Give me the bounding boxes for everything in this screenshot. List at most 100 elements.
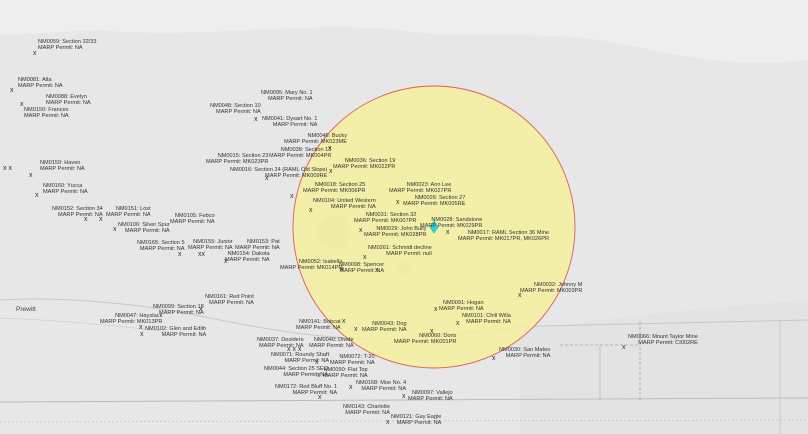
site-label[interactable]: NM0023: Ann Lee MARP Permit: MK027PR bbox=[389, 182, 452, 195]
site-label[interactable]: NM0161: Red Point MARP Permit: NA bbox=[205, 294, 254, 307]
site-label[interactable]: NM0099: Section 18 MARP Permit: NA bbox=[153, 304, 204, 317]
site-label[interactable]: NM0155: Junior MARP Permit: NA bbox=[188, 239, 233, 252]
site-marker-icon[interactable]: x bbox=[396, 199, 400, 206]
site-marker-icon[interactable]: x bbox=[290, 193, 294, 200]
site-label[interactable]: NM0104: United Western MARP Permit: NA bbox=[313, 198, 376, 211]
site-marker-icon[interactable]: x bbox=[178, 251, 182, 258]
site-marker-icon[interactable]: x bbox=[328, 145, 332, 152]
site-label[interactable]: NM0095: Mary No. 1 MARP Permit: NA bbox=[261, 90, 313, 103]
site-marker-icon[interactable]: x bbox=[317, 372, 321, 379]
site-label[interactable]: NM0091: Hogan MARP Permit: NA bbox=[439, 300, 484, 313]
site-label[interactable]: NM0047: Haystack MARP Permit: MK013PR bbox=[100, 313, 163, 326]
site-label[interactable]: NM0032: Johnny M MARP Permit: MK003PR bbox=[520, 282, 583, 295]
site-marker-icon[interactable]: x bbox=[265, 175, 269, 182]
site-marker-icon[interactable]: x bbox=[99, 216, 103, 223]
site-marker-icon[interactable]: x bbox=[359, 227, 363, 234]
site-marker-icon[interactable]: x bbox=[329, 168, 333, 175]
site-marker-icon[interactable]: x bbox=[518, 292, 522, 299]
site-marker-icon[interactable]: x bbox=[349, 384, 353, 391]
site-marker-icon[interactable]: x bbox=[113, 226, 117, 233]
site-marker-icon[interactable]: x bbox=[35, 192, 39, 199]
site-marker-icon[interactable]: x bbox=[199, 306, 203, 313]
site-label[interactable]: NM0044: Section 25 SEQ MARP Permit: NA bbox=[264, 366, 329, 379]
site-marker-icon[interactable]: x bbox=[33, 50, 37, 57]
site-marker-icon[interactable]: x bbox=[456, 320, 460, 327]
site-label[interactable]: NM0154: Dakota MARP Permit: NA bbox=[225, 251, 270, 264]
site-label[interactable]: NM0026: Section 27 MARP Permit: MK005RE bbox=[403, 195, 466, 208]
site-label[interactable]: NM0029: John Bully MARP Permit: MK028PR bbox=[364, 226, 427, 239]
site-marker-icon[interactable]: x bbox=[84, 216, 88, 223]
site-marker-icon[interactable]: x bbox=[10, 87, 14, 94]
site-label[interactable]: NM0088: Evelyn MARP Permit: NA bbox=[46, 94, 91, 107]
site-label[interactable]: NM0016: Section 24 (RAML Old Slope) MARP … bbox=[230, 167, 328, 180]
site-marker-icon[interactable]: x bbox=[224, 258, 228, 265]
site-label[interactable]: NM0097: Vallejo MARP Permit: NA bbox=[408, 390, 453, 403]
site-label[interactable]: NM0121: Gay Eagle MARP Permit: NA bbox=[391, 414, 442, 427]
site-label[interactable]: NM0153: Pat MARP Permit: NA bbox=[235, 239, 280, 252]
site-marker-icon[interactable]: x bbox=[375, 267, 379, 274]
site-label[interactable]: NM0168: Moe No. 4 MARP Permit: NA bbox=[356, 380, 407, 393]
site-label[interactable]: NM0046: Bucky MARP Permit: MK023ME bbox=[284, 133, 347, 146]
center-marker-icon bbox=[429, 220, 439, 234]
site-label[interactable]: NM0017: RAML Section 36 Mine MARP Permit:… bbox=[458, 230, 549, 243]
site-label[interactable]: NM0141: Bobcat MARP Permit: NA bbox=[296, 319, 341, 332]
site-label[interactable]: NM0101: Chill Willa MARP Permit: NA bbox=[462, 313, 511, 326]
site-label[interactable]: NM0037: Desidero MARP Permit: NA bbox=[257, 337, 304, 350]
site-marker-icon[interactable]: x bbox=[315, 359, 319, 366]
site-label[interactable]: NM0059: Section 32/33 MARP Permit: NA bbox=[38, 39, 97, 52]
site-marker-icon[interactable]: x bbox=[402, 393, 406, 400]
site-label[interactable]: NM0159: Haven MARP Permit: NA bbox=[40, 160, 85, 173]
site-label[interactable]: NM0102: Glen and Edith MARP Permit: NA bbox=[145, 326, 207, 339]
site-marker-icon[interactable]: x bbox=[340, 266, 344, 273]
site-label[interactable]: NM0038: Section 13 MARP Permit: MK004PR bbox=[269, 147, 332, 160]
site-marker-icon[interactable]: x bbox=[140, 331, 144, 338]
site-marker-icon[interactable]: x bbox=[139, 324, 143, 331]
site-marker-icon[interactable]: x bbox=[363, 254, 367, 261]
site-label[interactable]: NM0090: Flat Top MARP Permit: NA bbox=[323, 367, 368, 380]
site-marker-icon[interactable]: x bbox=[622, 344, 626, 351]
site-label[interactable]: NM0052: Isabella MARP Permit: MK014PR bbox=[280, 259, 343, 272]
site-marker-icon[interactable]: x x bbox=[3, 165, 12, 172]
site-marker-icon[interactable]: xx bbox=[198, 251, 205, 258]
site-label[interactable]: NM0105: Febco MARP Permit: NA bbox=[170, 213, 215, 226]
site-marker-icon[interactable]: x bbox=[434, 306, 438, 313]
site-marker-icon[interactable]: x bbox=[492, 355, 496, 362]
site-label[interactable]: NM0048: Section 10 MARP Permit: NA bbox=[210, 103, 261, 116]
site-label[interactable]: NM0030: San Mateo MARP Permit: NA bbox=[499, 347, 551, 360]
site-label[interactable]: NM0172: Red Bluff No. 1 MARP Permit: NA bbox=[275, 384, 338, 397]
site-label[interactable]: NM0071: Roundy Shaft MARP Permit: NA bbox=[271, 352, 330, 365]
site-label[interactable]: NM0072: T-20 MARP Permit: NA bbox=[330, 354, 375, 367]
site-marker-icon[interactable]: x bbox=[354, 326, 358, 333]
site-marker-icon[interactable]: x bbox=[318, 394, 322, 401]
site-label[interactable]: NM0160: Yucca MARP Permit: NA bbox=[43, 183, 88, 196]
site-label[interactable]: NM0015: Section 23 MARP Permit: MK023PR bbox=[206, 153, 269, 166]
site-marker-icon[interactable]: x bbox=[446, 229, 450, 236]
site-label[interactable]: NM0040: Divide MARP Permit: NA bbox=[309, 337, 354, 350]
site-label[interactable]: NM0036: Section 19 MARP Permit: MK022PR bbox=[333, 158, 396, 171]
site-label[interactable]: NM0018: Section 25 MARP Permit: MK006PR bbox=[303, 182, 366, 195]
site-marker-icon[interactable]: x x x bbox=[287, 346, 302, 353]
site-marker-icon[interactable]: x bbox=[254, 116, 258, 123]
site-label[interactable]: NM0151: Lost MARP Permit: NA bbox=[106, 206, 151, 219]
site-label[interactable]: NM0143: Charlotte MARP Permit: NA bbox=[343, 404, 390, 417]
site-label[interactable]: NM0165: Section 5 MARP Permit: NA bbox=[137, 240, 185, 253]
site-label[interactable]: NM0150: Frances MARP Permit: NA bbox=[24, 107, 69, 120]
site-label[interactable]: NM0060: Doris MARP Permit: MK001PR bbox=[394, 333, 457, 346]
site-label[interactable]: NM0041: Dysart No. 1 MARP Permit: NA bbox=[262, 116, 318, 129]
site-label[interactable]: NM0261: Schmidt decline MARP Permit: null bbox=[368, 245, 432, 258]
site-label[interactable]: NM0106: Silver Spur MARP Permit: NA bbox=[118, 222, 170, 235]
site-marker-icon[interactable]: x bbox=[309, 207, 313, 214]
site-label[interactable]: NM0152: Section 34 MARP Permit: NA bbox=[52, 206, 103, 219]
site-label[interactable]: NM0081: Alta MARP Permit: NA bbox=[18, 77, 63, 90]
site-marker-icon[interactable]: x bbox=[342, 318, 346, 325]
site-label[interactable]: NM0028: Sandstone MARP Permit: MK029PR bbox=[420, 217, 483, 230]
site-marker-icon[interactable]: x bbox=[20, 101, 24, 108]
site-marker-icon[interactable]: x bbox=[386, 419, 390, 426]
site-label[interactable]: NM0031: Section 32 MARP Permit: MK007PR bbox=[354, 212, 417, 225]
site-label[interactable]: NM0066: Mount Taylor Mine MARP Permit: CI… bbox=[628, 334, 698, 347]
site-label[interactable]: NM0043: Dog MARP Permit: NA bbox=[362, 321, 407, 334]
site-label[interactable]: NM0098: Spencer MARP Permit: NA bbox=[339, 262, 385, 275]
site-marker-icon[interactable]: x bbox=[430, 328, 434, 335]
site-marker-icon[interactable]: x bbox=[29, 172, 33, 179]
